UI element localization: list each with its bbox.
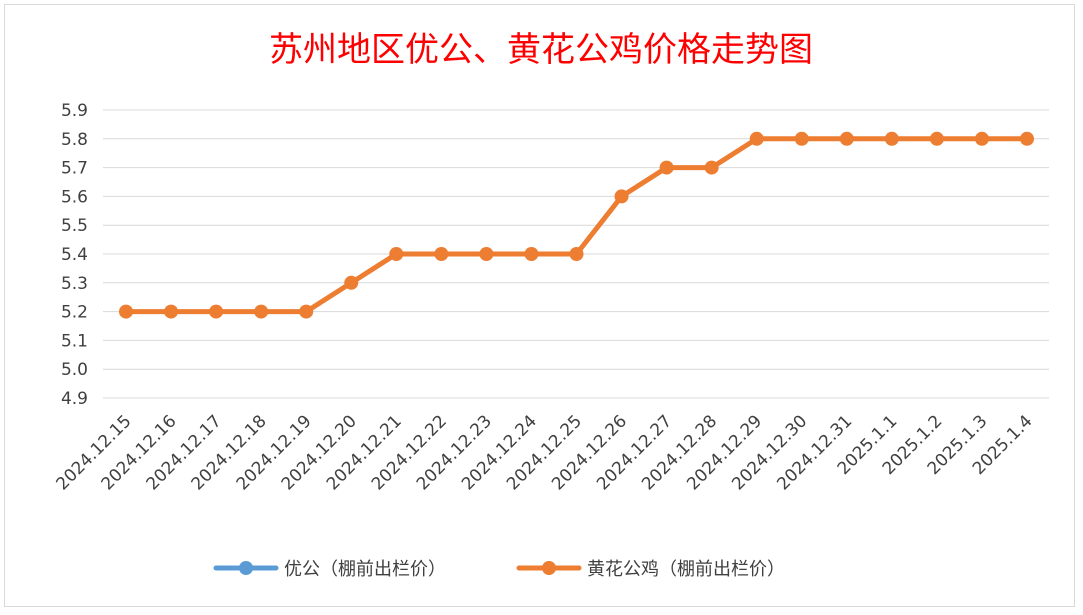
chart-title: 苏州地区优公、黄花公鸡价格走势图 <box>269 30 813 70</box>
series-1-point <box>479 247 494 261</box>
series-1-point <box>749 131 764 146</box>
y-tick-label: 5.1 <box>61 331 88 351</box>
series-1-point <box>389 247 404 261</box>
plot-area <box>119 131 1034 319</box>
y-tick-label: 5.2 <box>61 303 88 323</box>
legend-marker-0 <box>239 561 253 575</box>
series-1-point <box>704 160 719 175</box>
series-1-point <box>974 131 989 146</box>
y-tick-label: 5.8 <box>61 130 88 150</box>
series-1-point <box>254 304 269 319</box>
series-1-point <box>794 131 809 146</box>
series-1-point <box>614 189 629 204</box>
gridlines <box>103 109 1049 399</box>
chart-frame <box>4 4 1075 607</box>
y-axis-ticks: 4.9 5.0 5.1 5.2 5.3 5.4 5.5 5.6 5.7 5.8 5.9 <box>61 101 88 409</box>
series-1-point <box>119 304 133 319</box>
x-axis-ticks: 2024.12.152024.12.162024.12.172024.12.18… <box>53 411 1037 494</box>
series-1-point <box>1020 131 1034 146</box>
series-1-point <box>929 131 944 146</box>
y-tick-label: 5.7 <box>61 159 88 179</box>
series-1-point <box>434 247 449 261</box>
y-tick-label: 5.5 <box>61 216 88 236</box>
series-1-point <box>659 160 674 175</box>
legend: 优公（棚前出栏价） 黄花公鸡（棚前出栏价） <box>213 559 785 580</box>
legend-label-1: 黄花公鸡（棚前出栏价） <box>587 559 785 580</box>
series-1-point <box>344 275 359 290</box>
series-1-point <box>569 247 584 261</box>
y-tick-label: 5.3 <box>61 274 88 294</box>
series-1-point <box>209 304 224 319</box>
series-1-point <box>524 247 539 261</box>
series-1-point <box>839 131 854 146</box>
legend-marker-1 <box>542 561 556 575</box>
series-1-point <box>884 131 899 146</box>
y-tick-label: 5.9 <box>61 101 88 121</box>
y-tick-label: 5.4 <box>61 245 88 265</box>
legend-label-0: 优公（棚前出栏价） <box>284 559 446 580</box>
y-tick-label: 5.0 <box>61 360 88 380</box>
series-1-point <box>164 304 179 319</box>
y-tick-label: 5.6 <box>61 187 88 207</box>
y-tick-label: 4.9 <box>61 389 88 409</box>
series-1-point <box>299 304 314 319</box>
